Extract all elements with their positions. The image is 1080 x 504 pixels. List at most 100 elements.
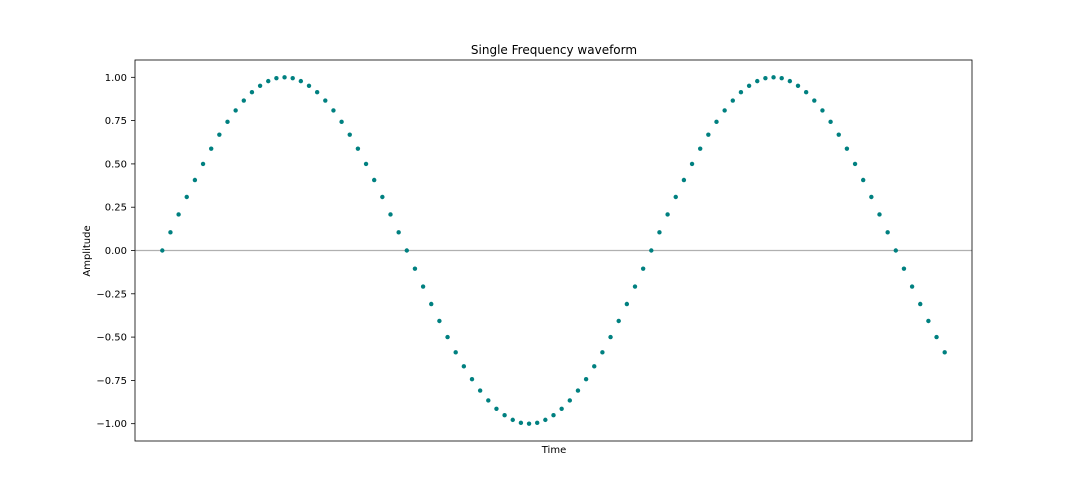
data-point (388, 212, 393, 217)
data-point (575, 388, 581, 393)
data-point (420, 284, 426, 289)
data-point (624, 301, 630, 307)
data-point (209, 146, 214, 151)
data-point (233, 108, 238, 113)
x-axis-label: Time (541, 445, 566, 456)
data-point (600, 350, 605, 355)
y-tick-label: 0.25 (105, 203, 127, 214)
data-point (909, 284, 915, 289)
data-point (535, 420, 540, 426)
data-point (901, 266, 907, 271)
data-point (885, 230, 890, 235)
data-point (192, 177, 198, 183)
data-point (486, 398, 491, 403)
data-point (934, 334, 939, 340)
data-point (844, 146, 850, 151)
data-point (803, 90, 809, 95)
data-point (820, 108, 825, 113)
data-point (779, 75, 784, 81)
data-point (306, 83, 312, 89)
chart-title: Single Frequency waveform (471, 43, 637, 57)
data-point (469, 376, 475, 382)
data-point (869, 194, 874, 200)
data-point (795, 83, 801, 89)
y-tick-label: −1.00 (96, 419, 127, 430)
data-point (714, 119, 719, 125)
data-point (339, 119, 344, 125)
data-point (363, 161, 369, 167)
data-point (347, 132, 352, 137)
data-point (640, 266, 646, 271)
data-point (771, 75, 776, 80)
data-point (698, 146, 703, 151)
data-point (323, 98, 328, 103)
data-point (738, 90, 744, 95)
data-point (372, 177, 377, 183)
data-point (298, 78, 304, 84)
data-point (274, 75, 279, 81)
data-point (168, 230, 173, 235)
data-point (160, 248, 165, 253)
data-point (355, 146, 361, 151)
data-point (787, 78, 793, 84)
data-point (746, 83, 752, 89)
y-tick-label: 1.00 (105, 73, 127, 84)
data-point (429, 301, 434, 307)
data-point (176, 212, 181, 217)
data-point (249, 90, 255, 95)
data-point (477, 388, 483, 393)
data-point (200, 161, 206, 167)
data-point (689, 161, 695, 167)
data-point (567, 398, 572, 403)
data-point (217, 132, 222, 137)
data-point (926, 318, 931, 324)
y-tick-label: 0.50 (105, 159, 127, 170)
data-point (755, 78, 760, 84)
data-point (828, 119, 833, 125)
data-point (314, 90, 320, 95)
data-point (437, 318, 442, 324)
data-point (616, 318, 621, 324)
data-point (551, 413, 556, 418)
data-point (453, 350, 458, 355)
data-point (893, 248, 898, 253)
data-point (241, 98, 246, 103)
data-point (942, 350, 947, 355)
data-point (502, 413, 507, 418)
data-point (583, 376, 589, 382)
data-point (836, 132, 841, 137)
data-point (257, 83, 263, 89)
y-axis-label: Amplitude (82, 225, 93, 276)
data-point (730, 98, 735, 103)
data-point (380, 194, 385, 200)
data-point (632, 284, 638, 289)
y-tick-label: −0.50 (96, 333, 127, 344)
data-point (722, 108, 727, 113)
data-point (812, 98, 817, 103)
data-point (763, 75, 768, 81)
data-point (918, 301, 923, 307)
data-point (861, 177, 866, 183)
data-point (282, 75, 287, 80)
data-point (331, 108, 336, 113)
data-point (877, 212, 882, 217)
data-point (592, 364, 597, 369)
data-point (526, 421, 532, 426)
y-tick-label: 0.00 (105, 246, 127, 257)
y-tick-label: 0.75 (105, 116, 127, 127)
data-point (290, 75, 295, 81)
data-point (412, 266, 418, 271)
y-tick-label: −0.75 (96, 376, 127, 387)
data-point (649, 248, 654, 253)
plot-area: −1.00 −0.75 −0.50 −0.25 0.00 0.25 0.50 0.75 1.00 (96, 59, 973, 442)
data-point (559, 406, 564, 411)
data-point (404, 248, 409, 253)
data-point (445, 334, 450, 340)
data-point (396, 230, 401, 235)
data-point (461, 364, 467, 369)
data-point (510, 417, 515, 423)
data-point (657, 230, 662, 235)
plot-frame (134, 59, 973, 442)
data-point (673, 194, 678, 200)
